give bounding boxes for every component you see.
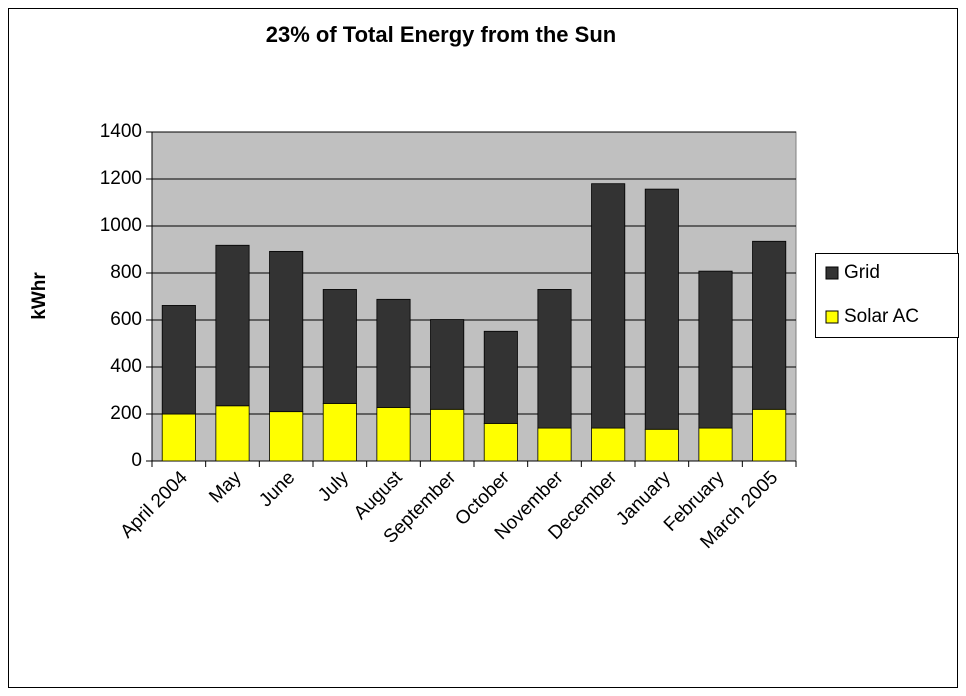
legend-label: Grid <box>844 262 880 283</box>
bar-segment <box>537 289 572 429</box>
bar-segment <box>161 305 196 415</box>
bar-segment <box>430 319 465 410</box>
y-tick-label: 800 <box>110 262 142 283</box>
bar-segment <box>269 250 304 413</box>
bar-segment <box>322 289 357 404</box>
legend-swatch <box>825 266 839 280</box>
legend-label: Solar AC <box>844 306 919 327</box>
chart-title: 23% of Total Energy from the Sun <box>266 22 616 47</box>
bar-segment <box>483 422 518 462</box>
bar-segment <box>161 413 196 462</box>
y-tick-label: 600 <box>110 309 142 330</box>
bar-segment <box>215 244 250 407</box>
y-tick-label: 400 <box>110 356 142 377</box>
plot-area <box>151 131 797 462</box>
bar-segment <box>376 298 411 408</box>
bar-segment <box>698 427 733 462</box>
bar-segment <box>591 183 626 429</box>
bar-segment <box>269 411 304 462</box>
bar-segment <box>644 188 679 430</box>
y-tick-label: 200 <box>110 403 142 424</box>
y-axis-label: kWhr <box>29 272 50 320</box>
bar-segment <box>698 270 733 429</box>
legend-swatch <box>825 310 839 324</box>
bar-segment <box>430 408 465 462</box>
bar-segment <box>483 330 518 424</box>
bar-segment <box>376 407 411 462</box>
bar-segment <box>752 408 787 462</box>
bar-segment <box>537 427 572 462</box>
y-tick-label: 1000 <box>100 215 142 236</box>
bar-segment <box>752 240 787 410</box>
y-tick-label: 0 <box>131 450 142 471</box>
bar-segment <box>322 403 357 462</box>
y-tick-label: 1400 <box>100 121 142 142</box>
bar-segment <box>591 427 626 462</box>
legend-box <box>815 253 959 338</box>
bar-segment <box>215 405 250 462</box>
y-tick-label: 1200 <box>100 168 142 189</box>
bar-segment <box>644 428 679 462</box>
